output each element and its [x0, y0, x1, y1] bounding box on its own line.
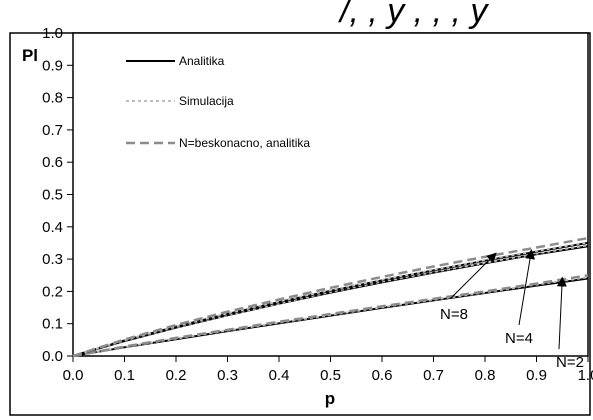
y-tick-label: 0.6	[42, 154, 63, 171]
legend-label: Analitika	[179, 54, 225, 68]
x-tick-label: 0.6	[372, 367, 393, 384]
y-tick-label: 0.4	[42, 219, 63, 236]
x-tick-label: 0.9	[526, 367, 547, 384]
y-tick-label: 0.2	[42, 283, 63, 300]
y-tick-label: 0.0	[42, 348, 63, 365]
x-tick-label: 0.1	[114, 367, 135, 384]
series-line-n-inf-dashed	[72, 236, 589, 358]
series-line-n-8-dotted	[72, 241, 589, 357]
y-axis-ticks: 0.0 0.1 0.2 0.3 0.4 0.5 0.6 0.7 0.8 0.9 1.0	[42, 25, 73, 365]
x-tick-label: 0.7	[423, 367, 444, 384]
x-tick-label: 0.2	[166, 367, 187, 384]
y-tick-label: 0.3	[42, 251, 63, 268]
x-tick-label: 0.8	[475, 367, 496, 384]
annotation-arrow	[450, 252, 497, 299]
x-tick-label: 0.0	[63, 367, 84, 384]
annotation-label: N=8	[440, 306, 468, 323]
series-line-n-2-dashed	[72, 274, 589, 358]
y-tick-label: 0.5	[42, 187, 63, 204]
header-fragment: /, , y , , , y	[338, 0, 489, 30]
y-tick-label: 0.1	[42, 316, 63, 333]
legend-label: N=beskonacno, analitika	[179, 136, 310, 150]
annotation-arrow	[518, 249, 535, 326]
series-lines	[72, 236, 589, 358]
y-tick-label: 0.8	[42, 90, 63, 107]
x-axis-ticks: 0.0 0.1 0.2 0.3 0.4 0.5 0.6 0.7 0.8 0.9 1.0	[63, 356, 593, 384]
x-tick-label: 0.5	[320, 367, 341, 384]
annotations: N=8 N=4 N=2	[440, 249, 584, 371]
annotation-label: N=4	[505, 330, 533, 347]
annotation-arrow	[556, 276, 567, 350]
y-tick-label: 0.9	[42, 57, 63, 74]
y-tick-label: 0.7	[42, 122, 63, 139]
y-axis-label: Pl	[22, 46, 38, 65]
x-tick-label: 0.3	[217, 367, 238, 384]
x-tick-label: 0.4	[269, 367, 290, 384]
x-axis-label: p	[325, 389, 335, 408]
series-line-n-4-dotted	[72, 244, 589, 357]
axes-frame	[72, 32, 589, 357]
y-tick-label: 1.0	[42, 25, 63, 42]
legend: Analitika Simulacija N=beskonacno, analiti…	[126, 54, 310, 150]
annotation-label: N=2	[556, 354, 584, 371]
x-tick-label: 1.0	[578, 367, 593, 384]
legend-label: Simulacija	[179, 94, 234, 108]
